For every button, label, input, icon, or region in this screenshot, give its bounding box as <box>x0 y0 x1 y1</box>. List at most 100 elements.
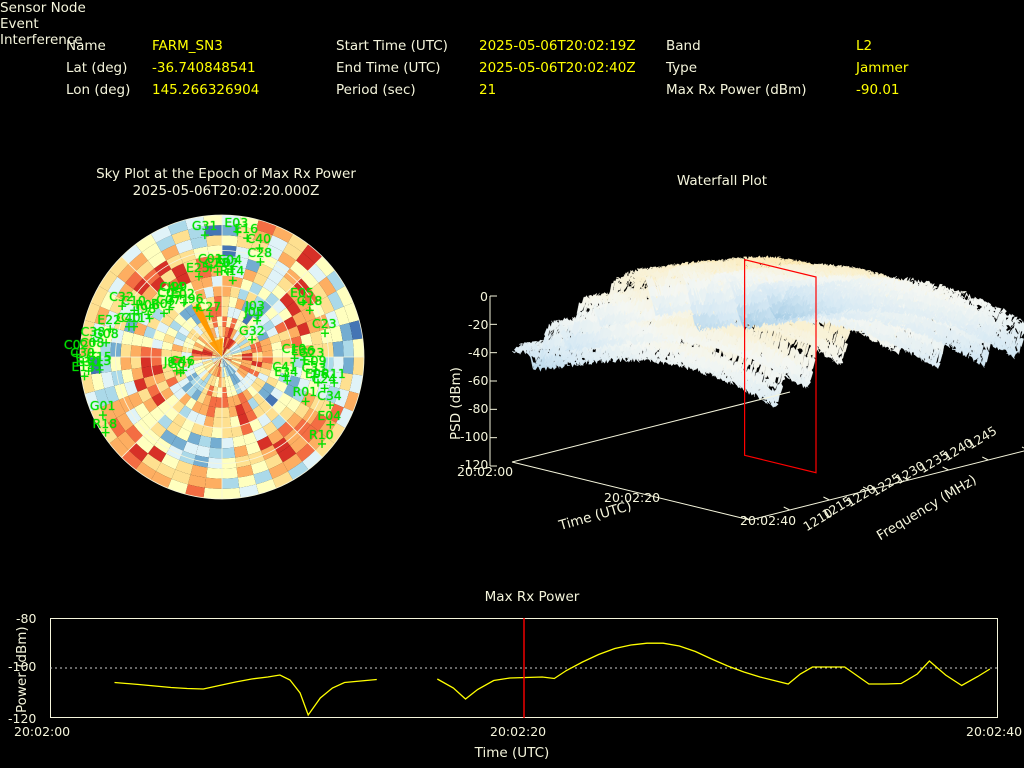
wf-time-tick-1: 20:02:20 <box>604 490 661 505</box>
satellite-label: C10 <box>281 341 307 357</box>
satellite-label: E02 <box>214 255 239 270</box>
header-value-lon: 145.266326904 <box>152 82 260 98</box>
bp-xaxis-label: Time (UTC) <box>474 745 550 761</box>
satellite-label: C33 <box>301 359 327 375</box>
satellite-label: R11 <box>321 365 346 381</box>
satellite-label: J97 <box>163 353 184 369</box>
satellite-label: G18 <box>296 293 323 309</box>
header-key-lon: Lon (deg) <box>66 82 131 98</box>
satellite-label: C44 <box>159 278 184 294</box>
waterfall-canvas <box>489 255 1024 521</box>
header-value-name: FARM_SN3 <box>152 38 223 54</box>
header-value-max-rx-power: -90.01 <box>856 82 900 98</box>
satellite-label: E02 <box>170 285 195 301</box>
power-series-line <box>436 642 991 700</box>
satellite-label: E34 <box>274 363 299 379</box>
satellite-label: E25 <box>185 259 210 275</box>
header-group-title-sensor-node: Sensor Node <box>0 0 86 16</box>
satellite-label: J98 <box>136 301 157 317</box>
satellite-label: C28 <box>204 254 230 270</box>
bp-xtick-1: 20:02:20 <box>490 724 547 739</box>
wf-ztick-m60: -60 <box>468 373 489 388</box>
header-group-title-event: Event <box>0 16 39 32</box>
wf-time-tick-0: 20:02:00 <box>457 464 514 479</box>
header-value-period: 21 <box>479 82 497 98</box>
wf-psd-axis-label: PSD (dBm) <box>448 367 464 440</box>
satellite-label: C05 <box>157 284 182 300</box>
max-rx-power-canvas <box>50 618 998 718</box>
satellite-label: E04 <box>218 252 243 268</box>
satellite-label: C30 <box>70 344 95 360</box>
wf-ztick-m20: -20 <box>468 317 489 332</box>
bp-yaxis-label: Power (dBm) <box>14 626 30 713</box>
satellite-label: C27 <box>196 299 222 315</box>
satellite-label: G01 <box>89 398 116 414</box>
header-value-lat: -36.740848541 <box>152 60 256 76</box>
satellite-label: E04 <box>317 407 342 423</box>
header-value-type: Jammer <box>856 60 909 76</box>
waterfall-title: Waterfall Plot <box>676 173 768 189</box>
satellite-label: C38 <box>80 324 106 340</box>
satellite-label: C34 <box>317 388 342 404</box>
satellite-label: C07 <box>156 292 181 308</box>
satellite-label: J99 <box>167 278 188 294</box>
satellite-label: R10 <box>309 426 334 442</box>
satellite-label: J03 <box>245 298 265 314</box>
satellite-label: G08 <box>93 325 119 341</box>
header-value-band: L2 <box>856 38 873 54</box>
header-group-title-interference: Interference <box>0 32 83 48</box>
header-key-name: Name <box>66 38 106 54</box>
max-rx-power-title: Max Rx Power <box>484 589 580 605</box>
satellite-label: C08 <box>79 335 105 351</box>
wf-ztick-m80: -80 <box>468 401 489 416</box>
satellite-label: C10 <box>121 293 146 309</box>
satellite-label: C13 <box>86 352 112 368</box>
satellite-label: C23 <box>312 316 337 332</box>
wf-time-tick-2: 20:02:40 <box>740 513 797 528</box>
header-key-max-rx-power: Max Rx Power (dBm) <box>666 82 807 98</box>
satellite-label: C46 <box>170 353 195 369</box>
satellite-label: R06 <box>135 297 160 313</box>
satellite-label: E36 <box>290 342 315 358</box>
header-value-end-time: 2025-05-06T20:02:40Z <box>479 60 636 76</box>
max-rx-power-plot[interactable]: Max Rx Power -80 -100 -120 20:02:00 20:0… <box>0 580 1024 768</box>
header-key-end-time: End Time (UTC) <box>336 60 441 76</box>
sky-plot-canvas <box>72 214 365 500</box>
satellite-label: E06 <box>305 365 329 381</box>
satellite-label: R02 <box>151 296 176 312</box>
bp-xtick-2: 20:02:40 <box>966 724 1023 739</box>
wf-ztick-m120: -120 <box>460 457 489 472</box>
satellite-label: R01 <box>292 384 318 400</box>
satellite-label: C40 <box>246 231 272 247</box>
satellite-label: E14 <box>71 359 96 375</box>
skyplot-title-line2: 2025-05-06T20:02:20.000Z <box>132 183 320 199</box>
satellite-label: E03 <box>224 214 249 230</box>
satellite-label: G31 <box>191 218 218 234</box>
waterfall-plot[interactable]: 0 -20 -40 -60 -80 -100 -120 PSD (dBm) 20… <box>420 200 1024 550</box>
satellite-label: C24 <box>311 371 337 387</box>
satellite-label: C02 <box>63 337 89 353</box>
sky-plot[interactable]: G31 E03 E16 C40 C28 E05 G18 C23 R11 C24 E06 E09 C33 G… <box>64 212 382 500</box>
wf-ztick-m100: -100 <box>460 429 489 444</box>
bp-ytick-m120: -120 <box>8 711 37 726</box>
header-key-band: Band <box>666 38 701 54</box>
satellite-label: C28 <box>247 244 273 260</box>
satellite-label: E16 <box>234 221 259 237</box>
wf-ztick-m40: -40 <box>468 345 489 360</box>
bp-ytick-m100: -100 <box>8 659 37 674</box>
satellite-label: J05 <box>244 303 264 319</box>
header-value-start-time: 2025-05-06T20:02:19Z <box>479 38 636 54</box>
satellite-label: C01 <box>198 250 223 266</box>
satellite-label: G32 <box>239 322 265 338</box>
header-key-period: Period (sec) <box>336 82 416 98</box>
satellite-label: R14 <box>219 263 245 279</box>
satellite-label: G07 <box>167 355 194 371</box>
satellite-label: C32 <box>109 289 134 305</box>
header-key-lat: Lat (deg) <box>66 60 128 76</box>
satellite-label: G15 <box>86 348 112 364</box>
wf-ztick-0: 0 <box>480 289 488 304</box>
satellite-label: G23 <box>298 344 325 360</box>
satellite-label: E30 <box>75 354 100 370</box>
header-info-panel: Sensor Node Name FARM_SN3 Lat (deg) -36.… <box>0 0 1024 108</box>
